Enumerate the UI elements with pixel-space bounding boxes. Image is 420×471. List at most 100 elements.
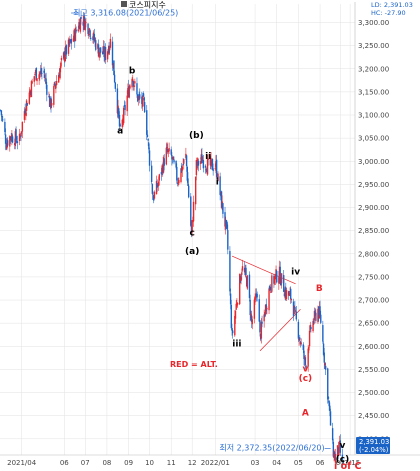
candle [65, 44, 68, 60]
x-tick-label: 12 [188, 459, 197, 467]
candle [39, 72, 41, 81]
candle [295, 305, 297, 322]
candle [33, 76, 35, 87]
candle [181, 164, 184, 177]
wave-label: c [190, 228, 195, 238]
alt-wave-labels: Bv(c) A [299, 284, 323, 419]
x-tick-label: 07 [81, 459, 90, 467]
candle [85, 17, 87, 28]
last-change: (-2.04%) [359, 446, 389, 454]
header-values: LD: 2,391.03 HC: -27.90 [371, 1, 413, 17]
candle [322, 320, 324, 344]
candle [163, 154, 165, 171]
x-tick-label: 05 [294, 459, 303, 467]
candle [222, 203, 224, 219]
candle [84, 18, 86, 37]
candle [312, 318, 314, 333]
candle [329, 408, 332, 426]
x-tick-label: 06 [60, 459, 69, 467]
candle [148, 147, 151, 172]
candle [319, 300, 321, 317]
candle [236, 298, 238, 308]
candle [315, 309, 317, 324]
candle [303, 345, 305, 366]
x-tick-label: 03 [251, 459, 260, 467]
candle [134, 78, 136, 87]
candle [258, 294, 260, 322]
candle [89, 29, 91, 40]
candle [158, 173, 161, 186]
candle [31, 78, 33, 85]
candle [132, 74, 134, 83]
candle [331, 422, 334, 444]
vertical-grid [21, 4, 351, 455]
candle [178, 177, 180, 185]
candle [165, 143, 168, 166]
candle [217, 171, 219, 182]
candle [191, 219, 193, 237]
candle [266, 306, 268, 315]
candles [0, 10, 344, 468]
candle [285, 287, 288, 302]
candle [250, 310, 253, 328]
y-tick-label: 3,000.00 [358, 158, 389, 166]
candle [173, 156, 175, 165]
candle [46, 81, 48, 102]
horizontal-grid [0, 22, 355, 440]
candle [136, 77, 138, 98]
candle [122, 105, 125, 126]
y-tick-label: 2,900.00 [358, 204, 389, 212]
candle [297, 319, 300, 342]
candle [290, 298, 293, 304]
candle [334, 448, 337, 465]
candle [202, 154, 205, 173]
y-tick-label: 2,600.00 [358, 343, 389, 351]
y-tick-label: 2,550.00 [358, 366, 389, 374]
candle [294, 300, 296, 310]
candle [75, 26, 77, 34]
candle [79, 17, 82, 34]
candle [139, 88, 141, 104]
candle [199, 157, 202, 170]
candle [211, 158, 214, 170]
candle [251, 316, 253, 330]
candle [59, 65, 61, 80]
wave-label: iv [291, 268, 300, 278]
candle [119, 122, 121, 128]
candle [192, 195, 195, 227]
candle [141, 95, 144, 111]
candle [219, 172, 221, 201]
candle [248, 271, 251, 302]
candle [16, 135, 19, 150]
candle [170, 146, 172, 156]
candle [323, 347, 325, 369]
candle [15, 126, 17, 143]
y-tick-label: 3,250.00 [358, 42, 389, 50]
y-tick-label: 2,700.00 [358, 297, 389, 305]
y-tick-label: 2,750.00 [358, 273, 389, 281]
x-tick-label: 06 [316, 459, 325, 467]
candle [137, 94, 140, 106]
wave-label: (a) [185, 247, 199, 257]
header-value-line1: LD: 2,391.03 [371, 1, 413, 9]
candle [305, 364, 307, 372]
wave-label: i [216, 177, 219, 187]
candle [172, 156, 175, 160]
x-tick-labels: 2021/04 06 07 08 09 10 11 12 2022/01 03 04 05 06 0707… [7, 459, 360, 467]
candle [80, 10, 82, 25]
candle [132, 80, 135, 91]
y-tick-label: 3,100.00 [358, 112, 389, 120]
candle [299, 334, 301, 342]
candle [293, 305, 295, 315]
candle [0, 109, 3, 122]
bottom-note: i of C [334, 461, 362, 471]
wave-label: v [339, 441, 345, 451]
candle [227, 224, 229, 255]
candle [259, 320, 261, 337]
candle [142, 91, 144, 97]
candle [21, 121, 24, 138]
x-tick-label: 11 [167, 459, 176, 467]
candle [124, 101, 126, 116]
alt-wave-label: B [316, 284, 323, 294]
